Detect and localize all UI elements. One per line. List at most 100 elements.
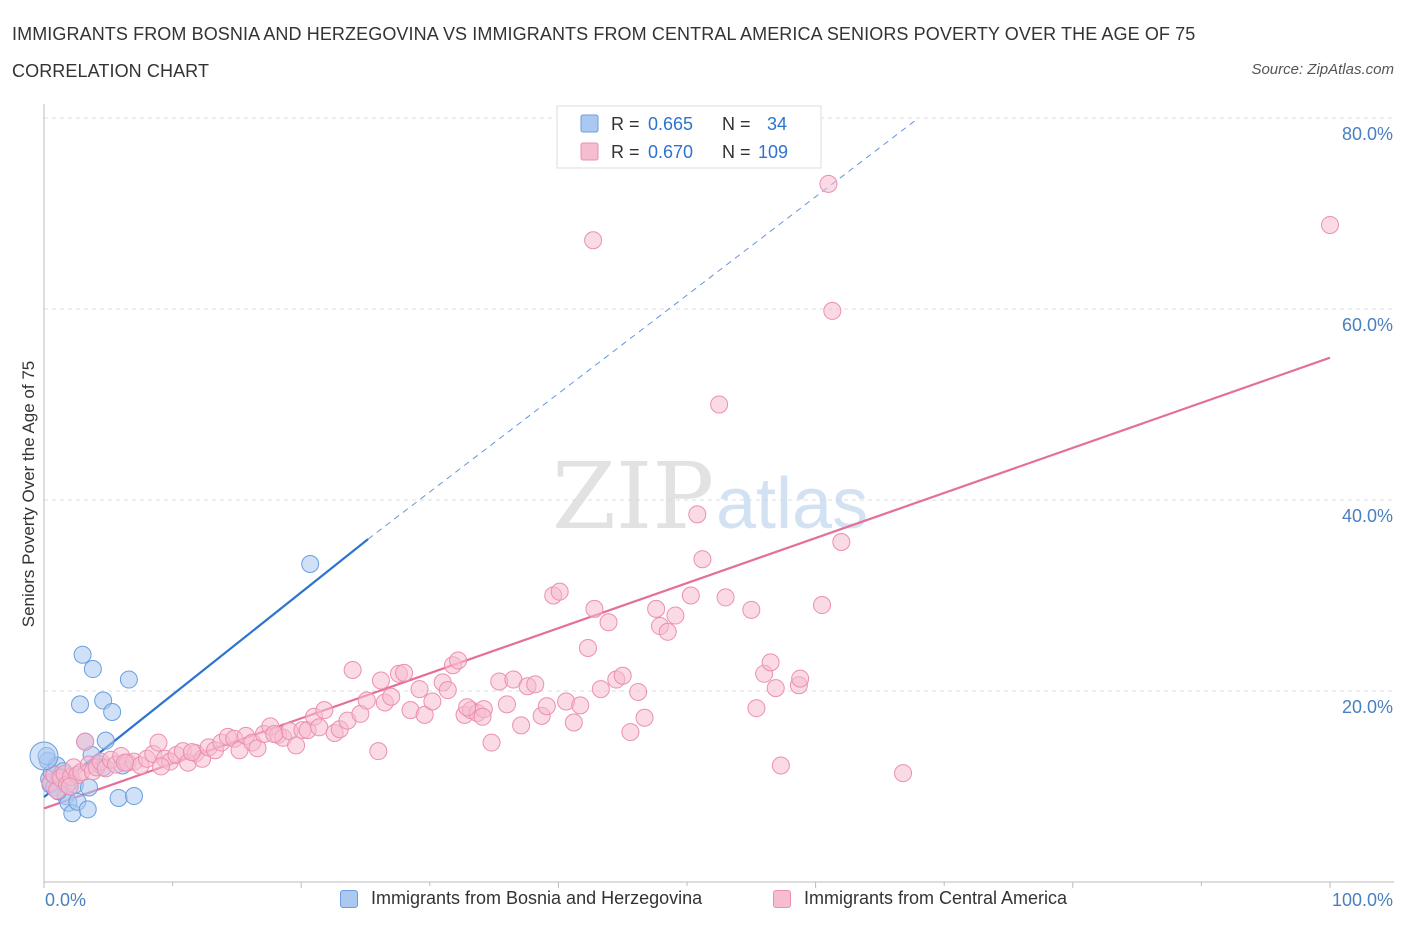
point-central-america bbox=[1321, 215, 1339, 234]
point-bosnia bbox=[71, 695, 90, 714]
legend-item-bosnia: Immigrants from Bosnia and Herzegovina bbox=[340, 888, 702, 909]
point-central-america bbox=[710, 395, 729, 414]
legend-top-r-value: 0.670 bbox=[648, 142, 693, 162]
point-central-america bbox=[265, 724, 284, 743]
point-central-america bbox=[716, 588, 735, 607]
point-central-america bbox=[512, 716, 531, 735]
point-central-america bbox=[149, 733, 168, 752]
point-central-america bbox=[410, 680, 429, 699]
point-central-america bbox=[823, 301, 842, 320]
point-central-america bbox=[578, 639, 597, 658]
point-central-america bbox=[771, 756, 790, 775]
watermark-zip: ZIP bbox=[552, 443, 714, 550]
legend-label-central-america: Immigrants from Central America bbox=[804, 888, 1068, 908]
legend-swatch-pink bbox=[773, 889, 791, 908]
point-central-america bbox=[473, 707, 492, 726]
point-central-america bbox=[621, 723, 640, 742]
point-bosnia bbox=[125, 787, 144, 806]
y-tick-label: 40.0% bbox=[1342, 506, 1393, 526]
legend-top-r-label: R = bbox=[611, 114, 640, 134]
point-central-america bbox=[585, 599, 604, 618]
point-central-america bbox=[681, 586, 700, 605]
point-central-america bbox=[688, 505, 707, 524]
point-central-america bbox=[395, 663, 414, 682]
point-central-america bbox=[819, 174, 838, 193]
point-central-america bbox=[182, 743, 201, 762]
legend-top: R = 0.665 N = 34 R = 0.670 N = 109 bbox=[556, 105, 822, 169]
point-central-america bbox=[415, 705, 434, 724]
point-central-america bbox=[287, 736, 306, 755]
point-central-america bbox=[550, 582, 569, 601]
point-central-america bbox=[371, 671, 390, 690]
watermark-atlas: atlas bbox=[716, 464, 868, 544]
point-central-america bbox=[629, 682, 648, 701]
legend-top-box bbox=[556, 105, 822, 169]
watermark: ZIP atlas bbox=[552, 443, 868, 550]
point-central-america bbox=[526, 675, 545, 694]
point-central-america bbox=[497, 695, 516, 714]
point-central-america bbox=[813, 596, 832, 615]
point-central-america bbox=[599, 613, 618, 632]
point-central-america bbox=[482, 733, 501, 752]
point-bosnia bbox=[301, 554, 320, 573]
point-central-america bbox=[458, 698, 477, 717]
point-central-america bbox=[613, 666, 632, 685]
point-central-america bbox=[591, 680, 610, 699]
point-central-america bbox=[666, 606, 685, 625]
point-central-america bbox=[357, 691, 376, 710]
point-central-america bbox=[369, 742, 388, 761]
point-bosnia bbox=[83, 660, 102, 679]
point-bosnia bbox=[96, 731, 115, 750]
x-axis-max-label: 100.0% bbox=[1331, 890, 1393, 910]
x-axis-min-label: 0.0% bbox=[45, 890, 87, 910]
point-central-america bbox=[343, 660, 362, 679]
point-bosnia bbox=[73, 645, 92, 664]
chart-title: IMMIGRANTS FROM BOSNIA AND HERZEGOVINA V… bbox=[12, 24, 1196, 81]
point-central-america bbox=[832, 533, 851, 552]
point-central-america bbox=[152, 757, 171, 776]
point-central-america bbox=[761, 653, 780, 672]
y-tick-labels: 20.0% 40.0% 60.0% 80.0% bbox=[1342, 124, 1393, 717]
point-central-america bbox=[60, 777, 79, 796]
point-central-america bbox=[537, 697, 556, 716]
point-central-america bbox=[766, 679, 785, 698]
y-tick-label: 20.0% bbox=[1342, 697, 1393, 717]
point-central-america bbox=[310, 718, 329, 737]
legend-top-n-label: N = bbox=[722, 142, 751, 162]
legend-top-n-value: 34 bbox=[762, 114, 787, 134]
legend-top-swatch-blue bbox=[580, 114, 599, 133]
legend-top-swatch-pink bbox=[580, 142, 599, 161]
point-central-america bbox=[693, 550, 712, 569]
legend-item-central-america: Immigrants from Central America bbox=[773, 888, 1067, 909]
y-tick-label: 60.0% bbox=[1342, 315, 1393, 335]
legend-top-r-value: 0.665 bbox=[648, 114, 693, 134]
point-central-america bbox=[315, 701, 334, 720]
point-central-america bbox=[449, 651, 468, 670]
point-central-america bbox=[423, 692, 442, 711]
point-central-america bbox=[742, 600, 761, 619]
point-central-america bbox=[635, 708, 654, 727]
point-bosnia bbox=[109, 788, 128, 807]
legend-top-r-label: R = bbox=[611, 142, 640, 162]
point-bosnia bbox=[29, 741, 59, 771]
point-bosnia bbox=[78, 800, 97, 819]
source-label: Source: ZipAtlas.com bbox=[1251, 61, 1394, 78]
point-bosnia bbox=[119, 670, 138, 689]
point-central-america bbox=[571, 696, 590, 715]
point-central-america bbox=[658, 622, 677, 641]
legend-top-n-value: 109 bbox=[758, 142, 788, 162]
point-central-america bbox=[438, 681, 457, 700]
point-central-america bbox=[647, 599, 666, 618]
y-tick-label: 80.0% bbox=[1342, 124, 1393, 144]
point-central-america bbox=[791, 669, 810, 688]
y-axis-label: Seniors Poverty Over the Age of 75 bbox=[19, 361, 38, 627]
point-central-america bbox=[382, 687, 401, 706]
legend-top-n-label: N = bbox=[722, 114, 751, 134]
points-layer bbox=[29, 174, 1339, 823]
point-central-america bbox=[584, 231, 603, 250]
point-central-america bbox=[76, 732, 95, 751]
point-central-america bbox=[894, 764, 913, 783]
point-central-america bbox=[116, 753, 135, 772]
legend-bottom: Immigrants from Bosnia and Herzegovina I… bbox=[0, 888, 1406, 916]
